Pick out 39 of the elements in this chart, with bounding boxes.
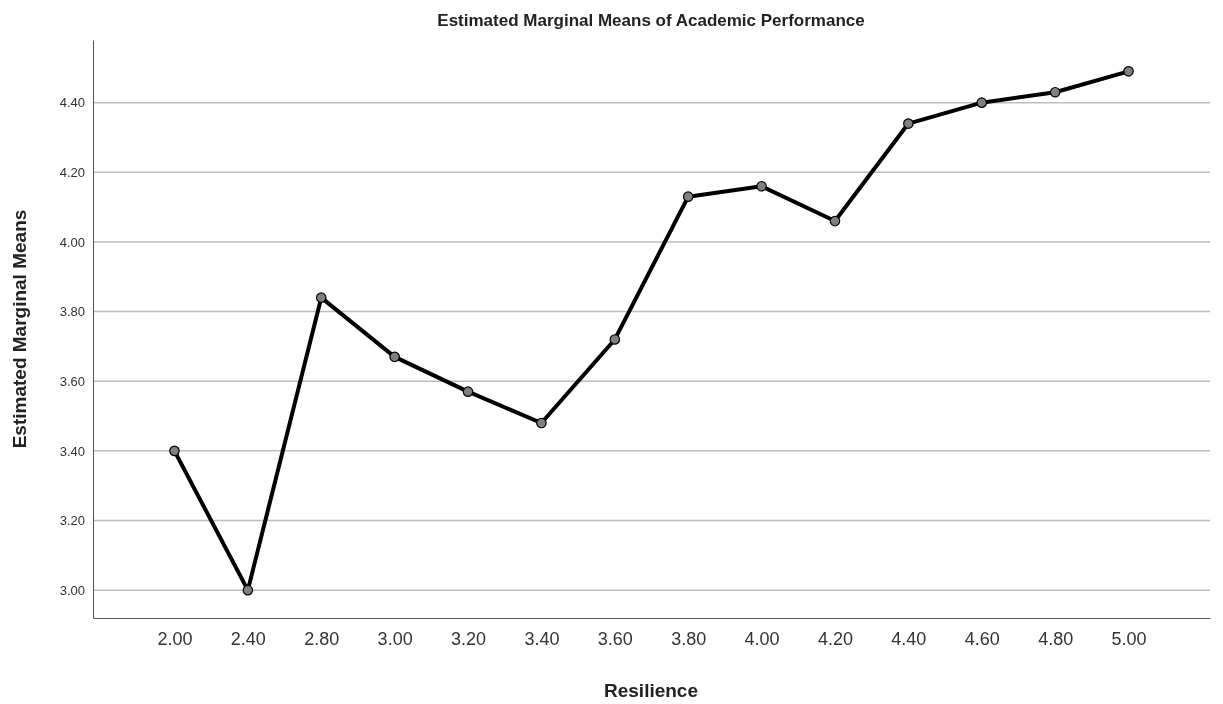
y-tick-label: 4.20 (59, 164, 85, 180)
x-tick-label: 4.60 (964, 628, 1000, 649)
point (536, 417, 547, 429)
point (976, 97, 988, 108)
point (462, 386, 474, 397)
y-tick-label: 3.40 (59, 443, 85, 459)
point (169, 445, 180, 457)
x-tick-label: 4.40 (891, 628, 927, 649)
y-tick-label: 3.20 (59, 513, 85, 529)
point (609, 334, 621, 345)
y-axis-title: Estimated Marginal Means (9, 209, 30, 449)
x-tick-label: 3.60 (597, 628, 633, 649)
point (829, 215, 841, 227)
point (682, 191, 694, 202)
x-tick-label: 2.40 (230, 628, 266, 649)
x-axis-title: Resilience (604, 680, 698, 701)
x-tick-label: 2.80 (304, 628, 340, 649)
point (1123, 66, 1134, 77)
x-tick-label: 4.00 (744, 628, 780, 649)
point (903, 118, 914, 129)
x-tick-label: 5.00 (1111, 628, 1147, 649)
point (389, 351, 400, 363)
point (315, 292, 327, 303)
x-tick-label: 3.00 (377, 628, 413, 649)
x-tick-label: 3.80 (671, 628, 707, 649)
x-tick-label: 4.80 (1038, 628, 1074, 649)
y-tick-label: 3.80 (59, 304, 85, 320)
chart-title: Estimated Marginal Means of Academic Performance (437, 11, 865, 30)
x-tick-label: 2.00 (157, 628, 193, 649)
y-tick-label: 3.60 (59, 373, 85, 389)
x-tick-label: 3.40 (524, 628, 560, 649)
x-tick-label: 3.20 (451, 628, 487, 649)
y-tick-label: 3.00 (59, 582, 85, 598)
y-tick-label: 4.00 (59, 234, 85, 250)
y-tick-label: 4.40 (59, 95, 85, 111)
point (1049, 86, 1061, 98)
point (756, 180, 767, 192)
point (242, 584, 254, 596)
x-tick-label: 4.20 (817, 628, 853, 649)
